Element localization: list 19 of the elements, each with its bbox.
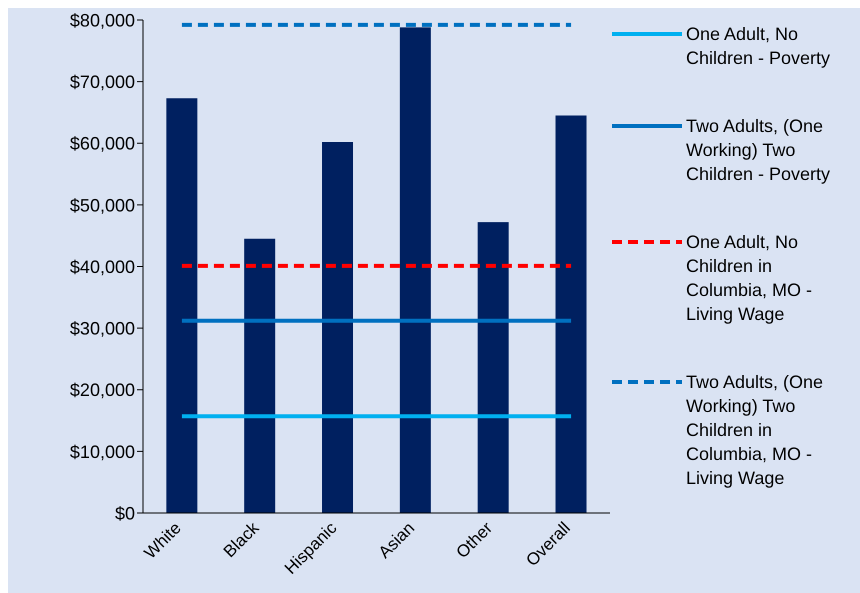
- bar: [556, 116, 587, 513]
- y-tick-label: $80,000: [70, 10, 135, 30]
- legend-label: Two Adults, (One Working) Two Children in Columbia, MO - Living Wage: [686, 371, 824, 490]
- y-tick-label: $40,000: [70, 256, 135, 277]
- bar: [322, 142, 354, 513]
- y-tick-label: $20,000: [70, 380, 135, 400]
- y-tick-label: $0: [114, 503, 135, 524]
- bar: [478, 222, 509, 513]
- bar: [400, 27, 431, 513]
- bar: [244, 238, 276, 513]
- bar: [166, 98, 198, 513]
- legend-label: One Adult, No Children - Poverty: [686, 23, 832, 70]
- y-tick-label: $10,000: [70, 442, 135, 462]
- legend-label: One Adult, No Children in Columbia, MO - Living Wage: [686, 231, 814, 326]
- legend-label: Two Adults, (One Working) Two Children - Poverty: [686, 115, 832, 186]
- y-tick-label: $60,000: [70, 134, 135, 154]
- y-tick-label: $50,000: [70, 195, 135, 216]
- y-tick-label: $70,000: [70, 72, 135, 92]
- y-tick-label: $30,000: [70, 318, 135, 339]
